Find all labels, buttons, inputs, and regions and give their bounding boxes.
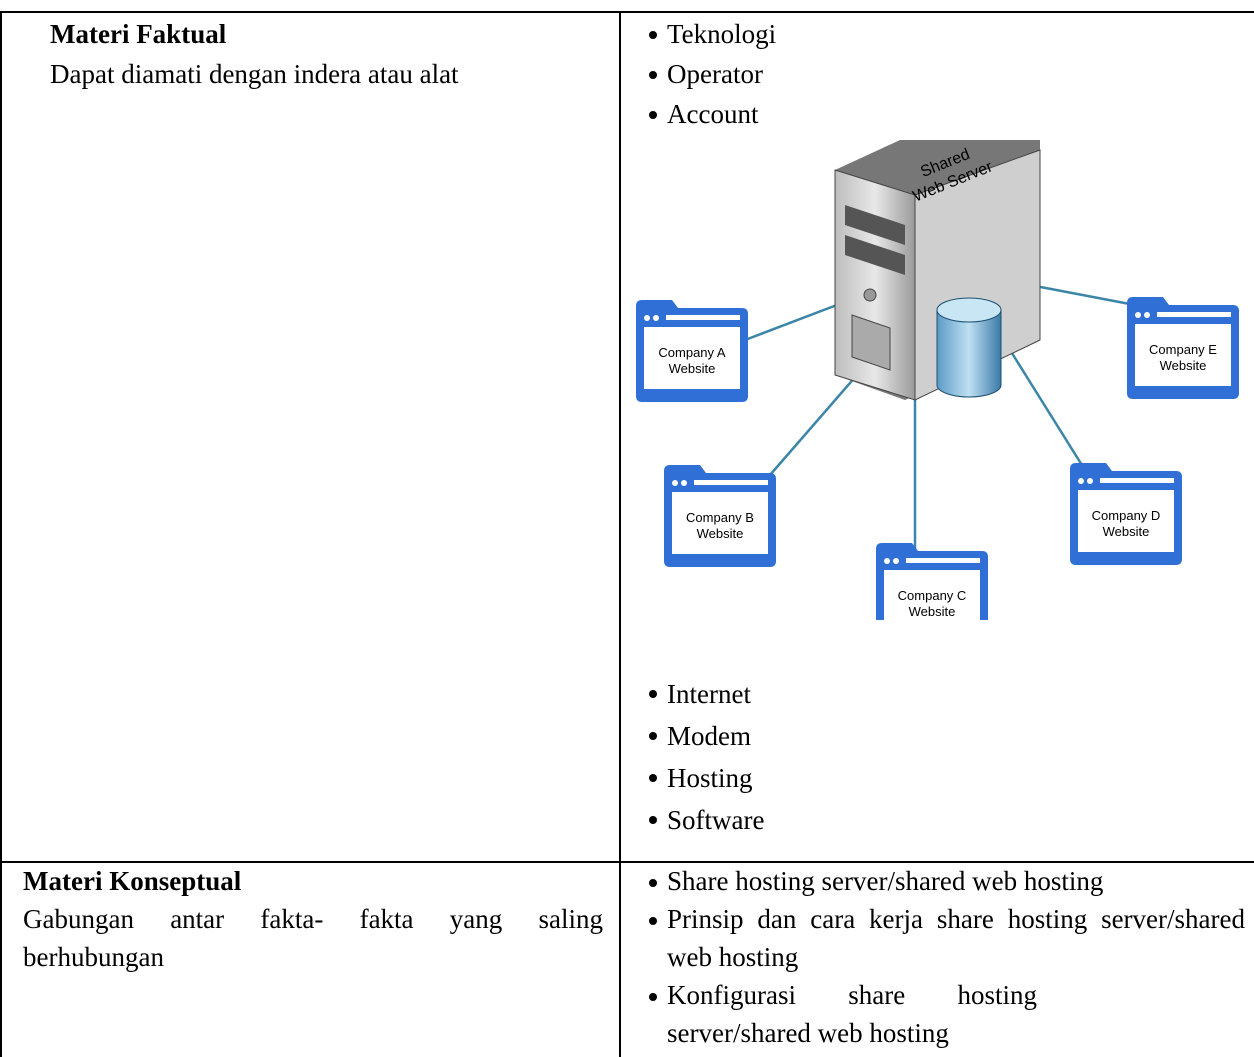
list-item: Hosting xyxy=(645,757,1245,799)
dot xyxy=(1144,312,1150,318)
dot xyxy=(1135,312,1141,318)
node-label: Website xyxy=(1103,524,1150,539)
list-item: Internet xyxy=(645,673,1245,715)
dot xyxy=(681,480,687,486)
bar xyxy=(906,558,980,563)
table-border xyxy=(0,11,2,1057)
list-item: Modem xyxy=(645,715,1245,757)
bar xyxy=(666,315,740,320)
diagram-group: Shared Web Server Company AWebsiteCompan… xyxy=(636,140,1239,620)
server-slot xyxy=(845,205,905,245)
node-label: Company C xyxy=(898,588,967,603)
dot xyxy=(644,315,650,321)
cell-text: Dapat diamati dengan indera atau alat xyxy=(50,59,459,89)
server-front xyxy=(834,169,916,401)
node-label: Website xyxy=(669,361,716,376)
list-item: Share hosting server/shared web hosting xyxy=(645,862,1245,900)
server-slot xyxy=(845,235,905,275)
server-panel xyxy=(851,314,891,371)
window xyxy=(644,327,740,389)
cell-title: Materi Konseptual xyxy=(23,866,242,896)
bar xyxy=(1157,312,1231,317)
window xyxy=(1135,324,1231,386)
window xyxy=(672,492,768,554)
dot xyxy=(653,315,659,321)
cell: Teknologi Operator Account xyxy=(645,14,1245,134)
list-item: Operator xyxy=(645,54,1245,94)
cell: Materi Faktual Dapat diamati dengan inde… xyxy=(50,14,610,94)
node-label: Company B xyxy=(686,510,754,525)
node-label: Company E xyxy=(1149,342,1217,357)
node-label: Website xyxy=(909,604,956,619)
window xyxy=(1078,490,1174,552)
database-top xyxy=(936,297,1002,323)
cell: Internet Modem Hosting Software xyxy=(645,673,1245,841)
database xyxy=(936,309,1002,398)
node-label: Website xyxy=(697,526,744,541)
dot xyxy=(893,558,899,564)
window xyxy=(884,570,980,620)
dot xyxy=(884,558,890,564)
list-item: Teknologi xyxy=(645,14,1245,54)
list: Internet Modem Hosting Software xyxy=(645,673,1245,841)
node-label: Company D xyxy=(1092,508,1161,523)
bar xyxy=(1100,478,1174,483)
bar xyxy=(694,480,768,485)
server-button xyxy=(863,288,877,302)
list: Share hosting server/shared web hosting … xyxy=(645,862,1245,1052)
list-item: Software xyxy=(645,799,1245,841)
cell: Share hosting server/shared web hosting … xyxy=(645,862,1245,1052)
cell-title: Materi Faktual xyxy=(50,19,227,49)
dot xyxy=(672,480,678,486)
list-item: Account xyxy=(645,94,1245,134)
cell-text: Gabungan antar fakta- fakta yang saling … xyxy=(23,904,603,972)
node-label: Company A xyxy=(658,345,726,360)
table-border xyxy=(0,861,1254,863)
cell: Materi Konseptual Gabungan antar fakta- … xyxy=(23,862,603,976)
table-border xyxy=(0,11,1254,13)
node-label: Website xyxy=(1160,358,1207,373)
dot xyxy=(1078,478,1084,484)
list-item: Prinsip dan cara kerja share hosting ser… xyxy=(645,900,1245,976)
list-item: Konfigurasi share hosting server/shared … xyxy=(645,976,1037,1052)
table-border xyxy=(619,11,621,1057)
list: Teknologi Operator Account xyxy=(645,14,1245,134)
dot xyxy=(1087,478,1093,484)
